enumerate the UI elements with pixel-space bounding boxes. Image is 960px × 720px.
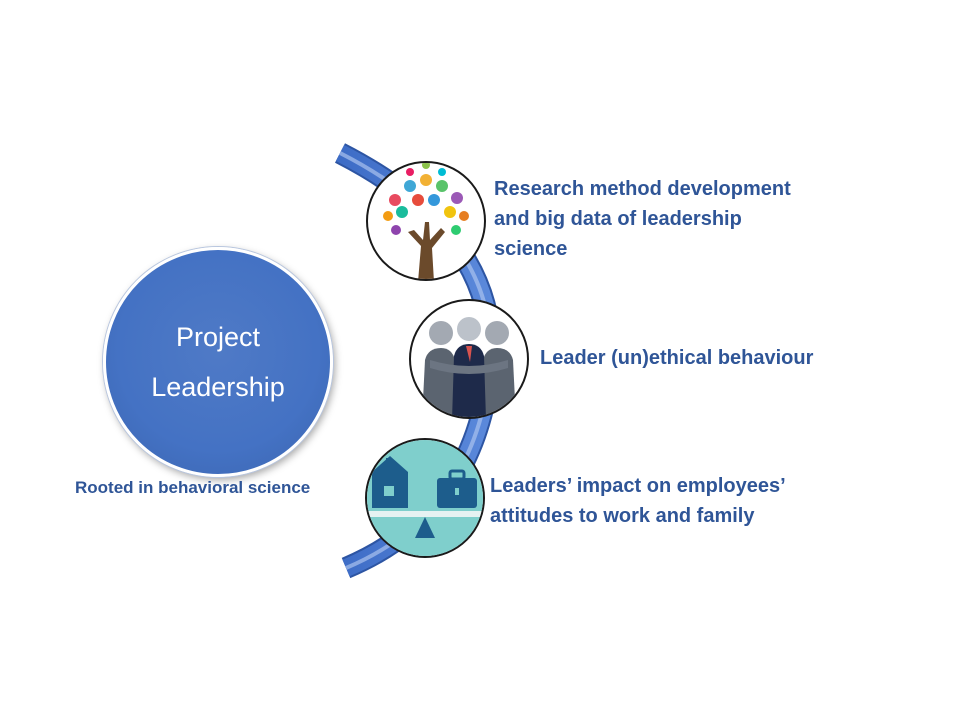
main-title-line1: Project	[175, 322, 261, 352]
item-3-line1: Leaders’ impact on employees’	[490, 475, 786, 497]
item-1-label: Research method development and big data…	[494, 174, 791, 264]
main-title-line2: Leadership	[151, 372, 285, 402]
item-1-line2: and big data of leadership	[494, 208, 742, 230]
item-2-label: Leader (un)ethical behaviour	[540, 343, 813, 373]
item-1-line3: science	[494, 238, 568, 260]
main-subtitle: Rooted in behavioral science	[75, 478, 311, 497]
tree-of-hands-icon	[366, 161, 486, 281]
item-3-line2: attitudes to work and family	[490, 505, 755, 527]
item-3-label: Leaders’ impact on employees’ attitudes …	[490, 471, 786, 531]
item-1-line1: Research method development	[494, 178, 791, 200]
project-leadership-circle: Project Leadership	[103, 247, 333, 477]
item-2-line1: Leader (un)ethical behaviour	[540, 347, 814, 369]
team-huddle-icon	[409, 299, 529, 419]
work-life-balance-icon	[365, 438, 485, 558]
